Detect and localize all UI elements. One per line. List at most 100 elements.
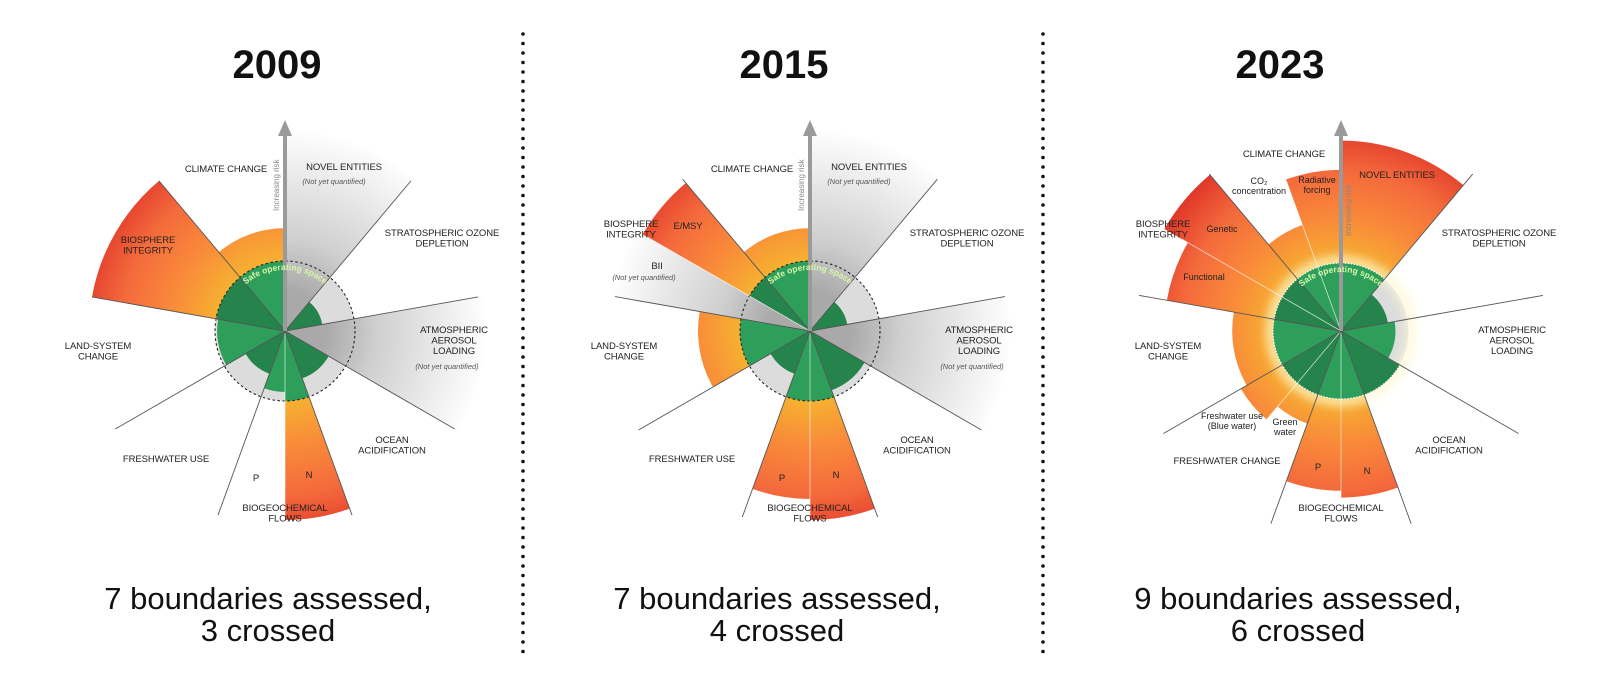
boundary-label-fw-blue: Freshwater use [1201,411,1263,421]
boundary-wedge-aerosol-not-quantified [810,296,1010,431]
boundary-label-p: P [1315,462,1321,473]
boundary-label-p: P [253,473,259,484]
boundary-label-ocean: OCEAN [375,435,409,446]
boundary-separator-line [809,296,1006,332]
boundary-wedge-ocean-safe-zone [810,331,865,391]
boundary-wedge-freshwater-safe-zone [245,331,285,374]
boundary-label-biosphere: BIOSPHERE [604,219,659,230]
boundary-label-land: CHANGE [604,352,644,363]
boundary-label-ozone: STRATOSPHERIC OZONE [1442,228,1556,239]
boundary-separator-line [1340,294,1543,332]
boundary-label-biogeo: FLOWS [793,514,826,525]
panel-year-title: 2015 [740,43,829,87]
boundary-wedge-co2-safe-zone [1297,267,1341,331]
safe-boundary-circle [214,260,356,402]
boundary-label-biosphere: INTEGRITY [606,230,657,241]
boundary-label-emsy: E/MSY [673,221,703,232]
boundary-label-land: LAND-SYSTEM [591,341,658,352]
boundary-label-functional: Functional [1183,272,1225,282]
boundary-separator-line [1340,330,1519,434]
boundary-label-ozone: DEPLETION [941,239,994,250]
boundary-separator-line [809,179,938,332]
boundary-label-n: N [1364,466,1371,477]
boundary-wedge-land-safe-zone [217,319,285,365]
boundary-label-ozone: STRATOSPHERIC OZONE [910,228,1024,239]
boundary-label-fw-green: Green [1272,417,1297,427]
boundary-wedge-aerosol-safe-zone [1341,321,1396,359]
boundary-label-rf: Radiative [1298,175,1336,185]
boundary-label-climate: CLIMATE CHANGE [711,164,793,175]
panel-caption-line: 9 boundaries assessed, [1134,581,1461,616]
boundary-label-ocean: ACIDIFICATION [883,446,951,457]
boundary-wedge-aerosol-not-quantified [285,296,485,431]
boundary-label-ozone: DEPLETION [416,239,469,250]
boundary-label-climate: CLIMATE CHANGE [1243,149,1325,160]
boundary-wedge-biosphere-safe-zone [216,277,285,331]
boundary-label-biogeo: FLOWS [1324,514,1357,525]
boundary-label-novel: NOVEL ENTITIES [306,162,382,173]
boundary-separator-line [1340,330,1412,524]
boundary-separator-line [91,296,286,332]
boundary-label-biogeo: BIOGEOCHEMICAL [242,503,327,514]
boundary-separator-line [1139,294,1342,332]
panel-year-title: 2009 [233,43,322,87]
boundary-wedge-functional-safe-zone [1274,297,1341,331]
boundary-label-bii: BII [651,261,662,272]
boundary-wedge-ocean-safe-zone [285,331,329,379]
increasing-risk-label: Increasing risk [797,158,806,211]
boundary-label-biosphere: INTEGRITY [123,246,174,257]
boundary-label-biogeo: BIOGEOCHEMICAL [1298,503,1383,514]
boundary-wedge-fw_blue-safe-zone [1282,331,1341,384]
boundary-label-n: N [833,470,840,481]
boundary-label-aerosol: AEROSOL [1489,336,1534,347]
boundary-label-biogeo: BIOGEOCHEMICAL [767,503,852,514]
boundary-separator-line [158,180,286,332]
boundary-label-ocean: ACIDIFICATION [358,446,426,457]
boundary-separator-line [741,330,811,518]
boundary-label-aerosol: AEROSOL [431,336,476,347]
panel-caption-line: 4 crossed [710,613,844,648]
boundary-label-ocean: OCEAN [900,435,934,446]
arrow-head-icon [278,120,292,136]
sub-boundary-divider [1181,238,1342,332]
boundary-label-biosphere: BIOSPHERE [121,235,176,246]
boundary-wedge-ocean-safe-zone [1341,331,1400,395]
boundary-wedge-ozone-safe-zone [810,302,848,331]
boundary-label-aerosol: LOADING [1491,346,1533,357]
boundary-label-novel-note: (Not yet quantified) [302,177,366,186]
boundary-wedge-freshwater-safe-zone [770,331,810,374]
boundary-separator-line [614,296,811,332]
boundary-label-genetic: Genetic [1206,224,1238,234]
arrow-head-icon [803,120,817,136]
boundary-label-aerosol-note: (Not yet quantified) [415,362,479,371]
boundary-wedge-climate-safe-zone [765,261,810,331]
boundary-label-p: P [779,473,785,484]
boundary-separator-line [1340,173,1474,332]
boundary-label-fw-green: water [1273,427,1296,437]
safe-boundary-circle [739,260,881,402]
boundary-label-novel: NOVEL ENTITIES [831,162,907,173]
increasing-risk-label: Increasing risk [272,158,281,211]
boundary-label-novel-note: (Not yet quantified) [827,177,891,186]
panel-2023: 2023 9 boundaries assessed,6 crossed Incre… [1134,43,1556,648]
boundary-wedge-ozone-safe-zone [1341,294,1388,331]
boundary-label-aerosol: LOADING [433,346,475,357]
boundary-separator-line [682,179,811,332]
boundary-wedge-fw_green-safe-zone [1297,331,1341,395]
boundary-label-co2: concentration [1232,186,1286,196]
boundary-label-land: LAND-SYSTEM [65,341,132,352]
boundary-wedge-emsy-safe-zone [749,277,810,331]
boundary-separator-line [1163,330,1342,434]
boundary-separator-line [284,330,455,430]
boundary-wedge-land-safe-zone [740,318,810,366]
boundary-wedge-genetic-safe-zone [1282,278,1341,331]
boundary-separator-line [217,330,286,516]
panel-caption-line: 7 boundaries assessed, [613,581,940,616]
boundary-label-biosphere: INTEGRITY [1138,230,1189,241]
boundary-label-aerosol: ATMOSPHERIC [420,325,488,336]
boundary-wedge-ozone-safe-zone [285,302,323,331]
boundary-separator-line [115,330,286,430]
boundary-label-ocean: OCEAN [1432,435,1466,446]
boundary-label-land: CHANGE [78,352,118,363]
